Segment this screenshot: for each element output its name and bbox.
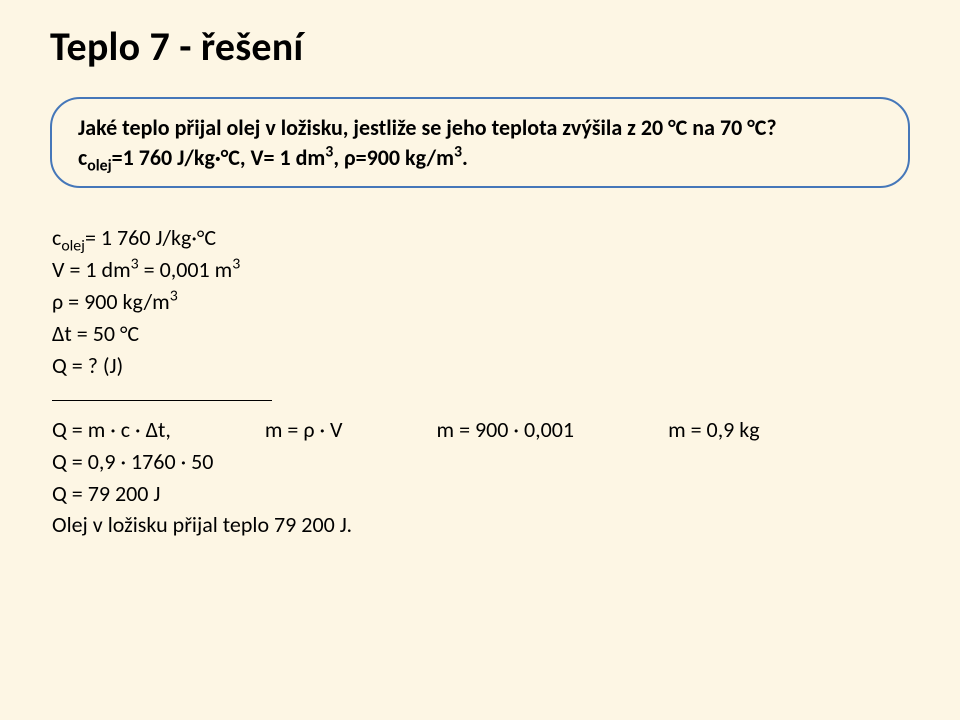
prompt-c-post: =1 760 J/kg·°C, V= 1 dm bbox=[112, 144, 326, 171]
calc-col-3: m = 900 · 0,001 bbox=[437, 414, 575, 446]
given-c-post: = 1 760 J/kg·°C bbox=[85, 224, 216, 251]
given-v-pre: V = 1 dm bbox=[52, 256, 131, 283]
page-title: Teplo 7 - řešení bbox=[50, 22, 910, 71]
calc-col-4: m = 0,9 kg bbox=[668, 414, 760, 446]
calc-col-1: Q = m · c · Δt, bbox=[52, 414, 171, 446]
problem-prompt: Jaké teplo přijal olej v ložisku, jestli… bbox=[50, 97, 910, 188]
prompt-line-1: Jaké teplo přijal olej v ložisku, jestli… bbox=[78, 113, 882, 143]
prompt-c-sub: olej bbox=[87, 156, 111, 175]
prompt-mid: , ρ=900 kg/m bbox=[333, 144, 454, 171]
given-dt: Δt = 50 °C bbox=[52, 318, 910, 350]
calc-row-1: Q = m · c · Δt, m = ρ · V m = 900 · 0,00… bbox=[52, 414, 910, 446]
given-v-sup1: 3 bbox=[131, 255, 139, 274]
prompt-sup-2: 3 bbox=[454, 142, 462, 161]
given-c: colej= 1 760 J/kg·°C bbox=[52, 222, 910, 254]
separator-line bbox=[52, 382, 910, 414]
calc-answer: Olej v ložisku přijal teplo 79 200 J. bbox=[52, 509, 910, 541]
calc-col-2: m = ρ · V bbox=[265, 414, 343, 446]
given-rho: ρ = 900 kg/m3 bbox=[52, 286, 910, 318]
given-c-pre: c bbox=[52, 224, 61, 251]
given-c-sub: olej bbox=[61, 237, 85, 256]
prompt-c-pre: c bbox=[78, 144, 87, 171]
prompt-line-2: colej=1 760 J/kg·°C, V= 1 dm 3, ρ=900 kg/… bbox=[78, 143, 882, 173]
given-v: V = 1 dm3 = 0,001 m3 bbox=[52, 254, 910, 286]
given-q: Q = ? (J) bbox=[52, 350, 910, 382]
solution-block: colej= 1 760 J/kg·°C V = 1 dm3 = 0,001 m… bbox=[50, 222, 910, 541]
calc-step-3: Q = 79 200 J bbox=[52, 478, 910, 510]
given-v-sup2: 3 bbox=[232, 255, 240, 274]
prompt-end: . bbox=[462, 144, 468, 171]
given-rho-pre: ρ = 900 kg/m bbox=[52, 288, 170, 315]
given-rho-sup: 3 bbox=[170, 287, 178, 306]
calc-step-2: Q = 0,9 · 1760 · 50 bbox=[52, 446, 910, 478]
given-v-mid: = 0,001 m bbox=[139, 256, 233, 283]
